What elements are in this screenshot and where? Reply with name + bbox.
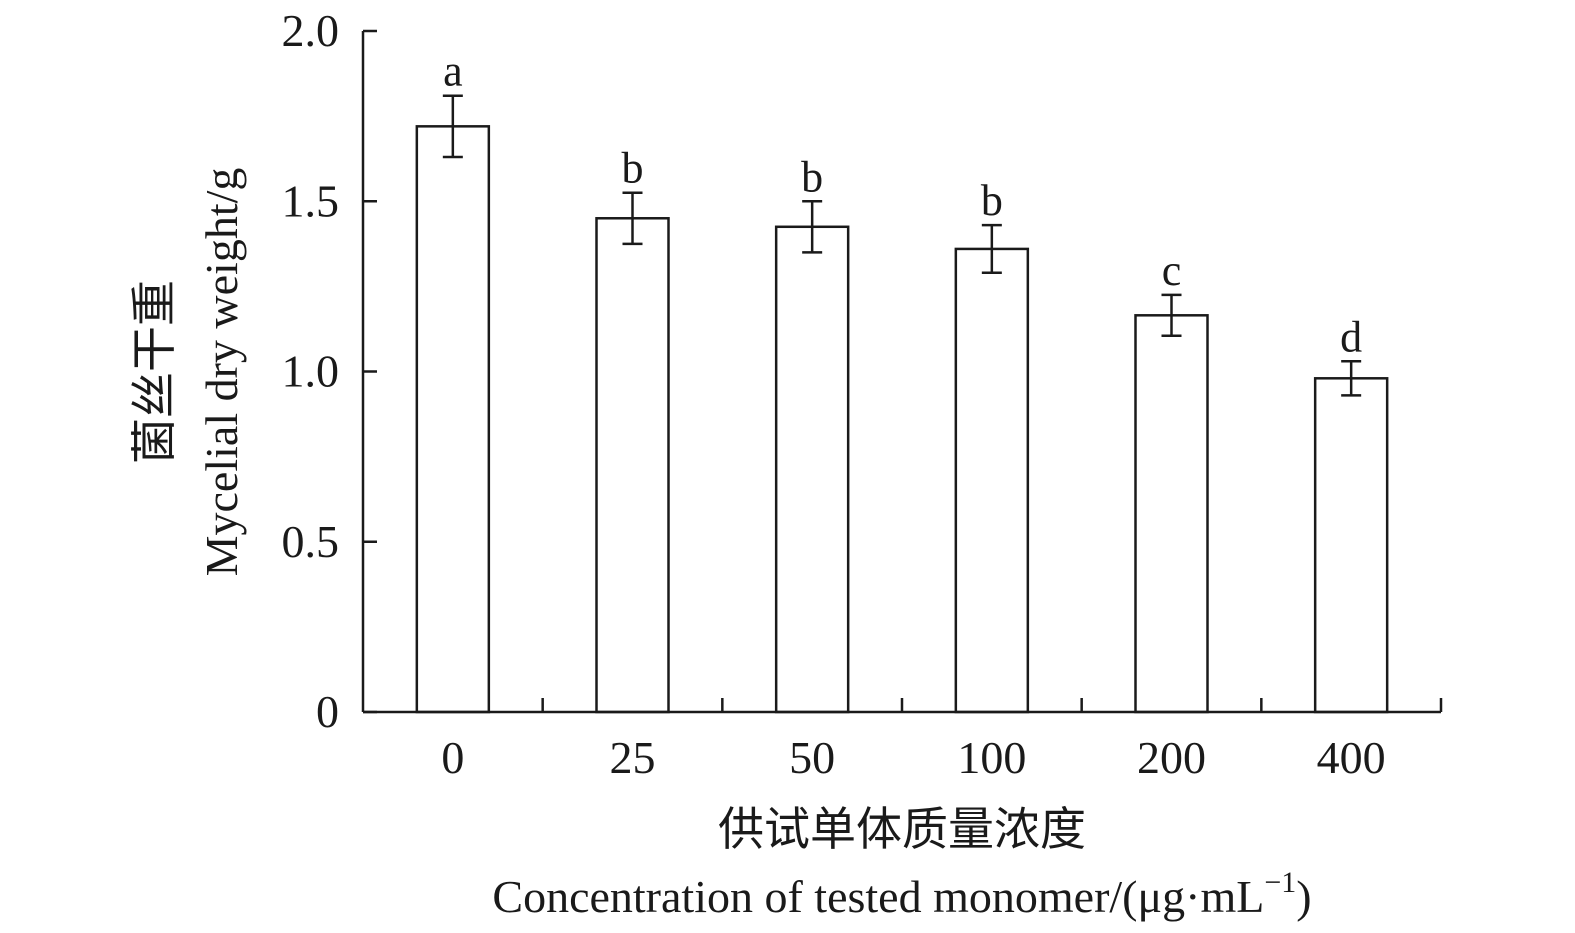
x-tick-label: 0 <box>441 732 464 783</box>
x-axis-title-chinese: 供试单体质量浓度 <box>718 804 1086 855</box>
significance-label: d <box>1340 312 1362 361</box>
y-tick-label: 1.5 <box>282 175 340 226</box>
x-tick-label: 200 <box>1137 732 1206 783</box>
significance-label: b <box>622 144 644 193</box>
bar <box>1313 377 1389 714</box>
significance-label: b <box>801 152 823 201</box>
x-tick-label: 400 <box>1317 732 1386 783</box>
x-tick-label: 25 <box>610 732 656 783</box>
y-tick-label: 1.0 <box>282 346 340 397</box>
y-tick-label: 0.5 <box>282 516 340 567</box>
bar <box>415 125 491 714</box>
x-tick-label: 100 <box>957 732 1026 783</box>
bar <box>595 217 670 714</box>
y-tick-label: 0 <box>316 686 339 737</box>
plot-area: 0 0.5 1.0 1.5 2.0 a 0 b 25 b 50 b 100 c 200 d 400 <box>282 5 1443 783</box>
y-axis-title-english: Mycelial dry weight/g <box>196 168 247 577</box>
significance-label: c <box>1162 246 1182 295</box>
bar <box>1134 314 1209 714</box>
x-axis-title-english: Concentration of tested monomer/(μg·mL−1… <box>492 866 1311 922</box>
y-tick-label: 2.0 <box>282 5 340 56</box>
bar <box>774 225 850 714</box>
y-axis-title-chinese: 菌丝干重 <box>129 280 180 464</box>
x-axis-title-english-main: Concentration of tested monomer/(μg·mL <box>492 871 1264 922</box>
x-tick-label: 50 <box>789 732 835 783</box>
axes <box>361 31 1441 714</box>
significance-label: a <box>443 47 463 96</box>
bar <box>954 247 1030 714</box>
x-axis-title-english-superscript: −1 <box>1264 866 1296 899</box>
significance-label: b <box>981 176 1003 225</box>
x-axis-title-english-end: ) <box>1296 871 1311 922</box>
